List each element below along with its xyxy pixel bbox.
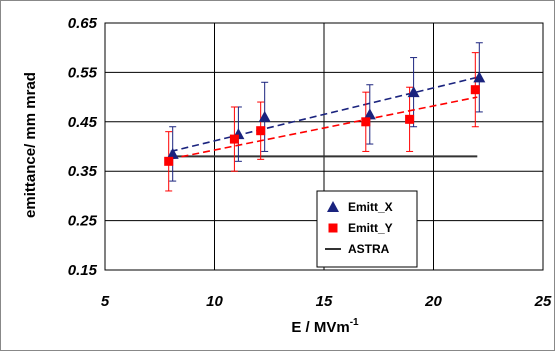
y-axis-title: emittance/ mm mrad	[22, 72, 39, 218]
legend-emitt-x-swatch	[327, 201, 339, 212]
emitt-x-point	[166, 147, 179, 159]
x-tick-label: 10	[206, 293, 223, 310]
emitt-y-point	[164, 156, 174, 166]
emitt-x-point	[363, 108, 376, 120]
emitt-x-point	[258, 110, 271, 122]
data-series	[164, 42, 486, 192]
x-axis-ticks: 5 10 15 20 25	[101, 293, 552, 310]
x-axis-title-text: E / MVm	[291, 319, 349, 336]
x-axis-title: E / MVm-1	[291, 317, 359, 336]
y-tick-label: 0.35	[68, 163, 98, 180]
y-axis-ticks: 0.15 0.25 0.35 0.45 0.55 0.65	[68, 15, 98, 279]
emitt-y-point	[361, 117, 371, 127]
legend: Emitt_X Emitt_Y ASTRA	[316, 190, 418, 268]
y-tick-label: 0.55	[68, 64, 98, 81]
emitt-x-point	[473, 71, 486, 83]
x-tick-label: 20	[424, 293, 442, 310]
x-tick-label: 5	[101, 293, 110, 310]
y-tick-label: 0.25	[68, 213, 98, 230]
legend-astra-label: ASTRA	[348, 242, 390, 256]
legend-emitt-y-swatch	[328, 223, 338, 233]
emitt-y-trend-line	[170, 96, 478, 160]
y-tick-label: 0.45	[68, 114, 98, 131]
emitt-y-point	[229, 134, 239, 144]
grid	[104, 22, 544, 271]
y-tick-label: 0.65	[68, 15, 98, 32]
y-tick-label: 0.15	[68, 262, 98, 279]
x-tick-label: 25	[534, 293, 552, 310]
x-axis-title-superscript: -1	[350, 317, 359, 328]
emitt-y-point	[405, 114, 415, 124]
emitt-x-trend-line	[170, 76, 478, 153]
legend-emitt-x-label: Emitt_X	[348, 200, 393, 214]
emitt-y-point	[470, 85, 480, 95]
emitt-x-point	[407, 86, 420, 98]
legend-emitt-y-label: Emitt_Y	[348, 221, 393, 235]
emitt-y-point	[256, 126, 266, 136]
x-tick-label: 15	[316, 293, 333, 310]
